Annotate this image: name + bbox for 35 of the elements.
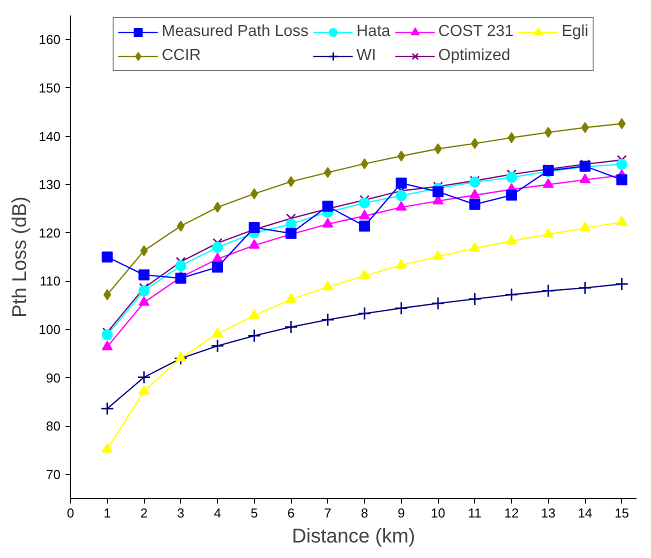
legend-label: WI [356, 47, 376, 65]
y-tick-label: 160 [38, 32, 61, 48]
legend-label: Egli [562, 23, 588, 41]
y-tick-label: 150 [38, 80, 61, 96]
legend-label: Hata [356, 23, 390, 41]
x-tick-label: 12 [504, 506, 519, 520]
y-tick-label: 120 [38, 225, 61, 240]
y-tick-label: 140 [38, 128, 61, 144]
y-tick-label: 90 [46, 370, 61, 386]
y-tick-label: 130 [38, 177, 61, 192]
x-tick-label: 10 [430, 506, 446, 520]
x-tick-label: 0 [66, 506, 74, 520]
y-axis-title: Pth Loss (dB) [8, 196, 31, 318]
y-tick-label: 80 [46, 418, 61, 434]
x-tick-label: 14 [578, 506, 592, 520]
x-tick-label: 4 [214, 506, 222, 520]
x-tick-label: 8 [360, 506, 368, 520]
x-axis-title: Distance (km) [292, 526, 416, 548]
legend-label: Measured Path Loss [162, 23, 308, 41]
x-tick-label: 5 [250, 506, 258, 520]
legend-label: CCIR [162, 47, 201, 65]
x-tick-label: 3 [177, 506, 184, 520]
x-tick-label: 7 [324, 506, 332, 520]
legend-label: Optimized [438, 47, 510, 65]
x-tick-label: 2 [140, 506, 148, 520]
legend-label: COST 231 [438, 23, 514, 41]
x-tick-label: 1 [104, 506, 111, 520]
y-tick-label: 100 [38, 322, 61, 337]
y-tick-label: 110 [40, 274, 61, 289]
x-tick-label: 9 [398, 506, 405, 520]
x-tick-label: 6 [287, 506, 295, 520]
x-tick-label: 13 [541, 506, 556, 520]
x-tick-label: 15 [614, 506, 630, 520]
x-tick-label: 11 [468, 506, 482, 520]
y-tick-label: 70 [46, 466, 61, 482]
